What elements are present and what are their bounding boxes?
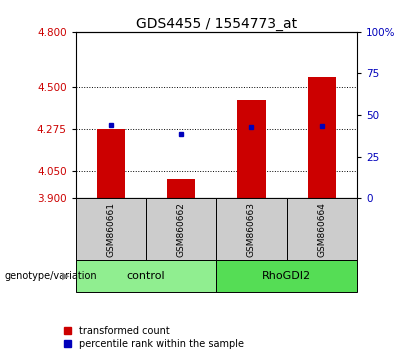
Text: RhoGDI2: RhoGDI2 [262,271,311,281]
Bar [146,198,216,260]
Legend: transformed count, percentile rank within the sample: transformed count, percentile rank withi… [64,326,244,349]
Text: GSM860663: GSM860663 [247,202,256,257]
Bar [308,77,336,198]
Text: ▶: ▶ [62,271,69,281]
Text: genotype/variation: genotype/variation [4,271,97,281]
Bar [216,198,287,260]
Bar [97,129,125,198]
Bar [167,179,195,198]
Title: GDS4455 / 1554773_at: GDS4455 / 1554773_at [136,17,297,31]
Text: GSM860664: GSM860664 [318,202,326,257]
Bar [76,260,216,292]
Bar [237,100,265,198]
Text: GSM860661: GSM860661 [106,202,115,257]
Text: control: control [127,271,165,281]
Bar [76,198,146,260]
Text: GSM860662: GSM860662 [177,202,186,257]
Bar [287,198,357,260]
Bar [216,260,357,292]
